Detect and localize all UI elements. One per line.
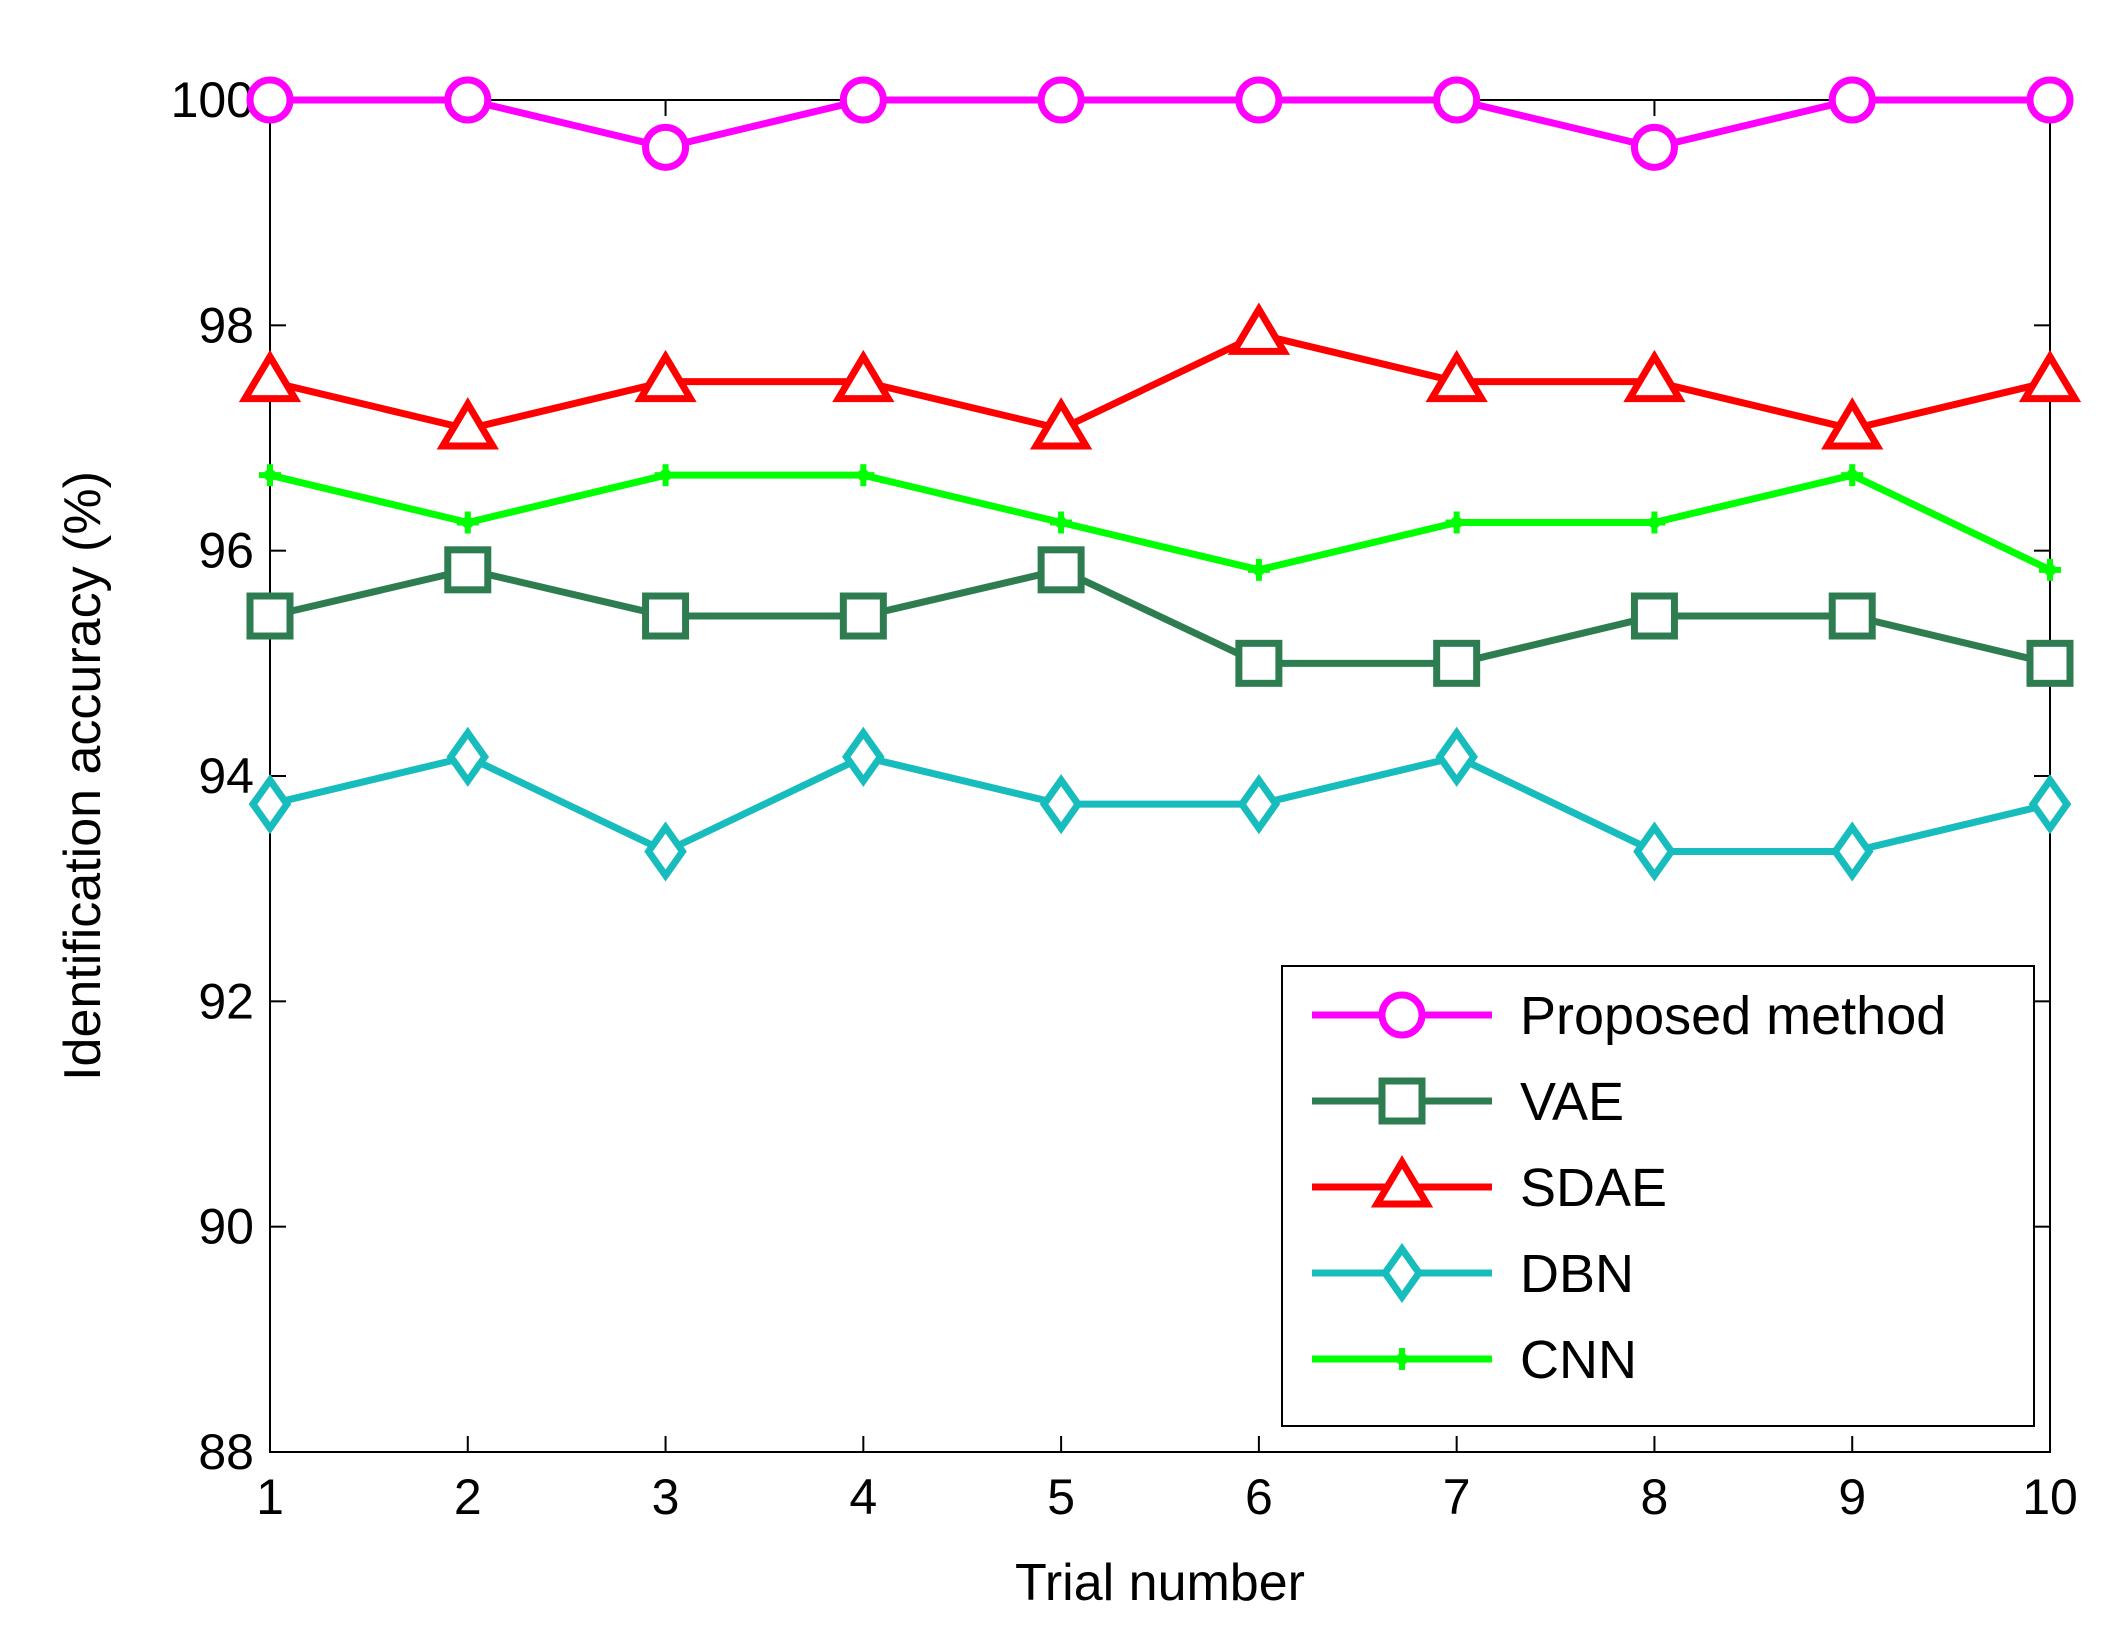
data-point bbox=[1828, 76, 1876, 124]
legend-label: VAE bbox=[1520, 1072, 1624, 1132]
data-point bbox=[2026, 76, 2074, 124]
legend-item: DBN bbox=[1312, 1242, 1634, 1304]
x-tick-label: 4 bbox=[849, 1469, 877, 1525]
legend-marker bbox=[1378, 1077, 1426, 1125]
y-tick-label: 96 bbox=[198, 523, 254, 579]
data-point bbox=[1623, 349, 1686, 403]
data-point bbox=[2039, 558, 2061, 581]
data-point bbox=[654, 464, 677, 487]
legend-item: VAE bbox=[1312, 1072, 1624, 1132]
y-tick-label: 98 bbox=[198, 297, 254, 353]
data-point bbox=[1247, 558, 1270, 581]
data-point bbox=[1630, 123, 1678, 171]
data-point bbox=[1445, 511, 1468, 534]
x-tick-label: 6 bbox=[1245, 1469, 1273, 1525]
data-point bbox=[238, 349, 302, 403]
data-point bbox=[248, 774, 292, 835]
series-line bbox=[269, 566, 2051, 667]
x-tick-label: 8 bbox=[1641, 1469, 1669, 1525]
data-point bbox=[1630, 592, 1678, 640]
y-tick-label: 100 bbox=[171, 72, 254, 128]
data-point bbox=[456, 511, 479, 534]
data-point bbox=[1037, 546, 1085, 594]
x-tick-label: 9 bbox=[1838, 1469, 1866, 1525]
legend-label: CNN bbox=[1520, 1330, 1637, 1390]
x-tick-label: 7 bbox=[1443, 1469, 1471, 1525]
data-point bbox=[1227, 302, 1291, 355]
data-point bbox=[1821, 397, 1884, 450]
data-point bbox=[2018, 349, 2082, 403]
data-point bbox=[642, 123, 690, 171]
data-point bbox=[842, 726, 885, 787]
data-point bbox=[2028, 774, 2072, 835]
data-point bbox=[1050, 511, 1073, 534]
data-point bbox=[644, 821, 687, 882]
legend-label: SDAE bbox=[1520, 1158, 1667, 1218]
data-point bbox=[444, 76, 492, 124]
series-vae bbox=[246, 546, 2074, 687]
y-tick-label: 92 bbox=[198, 973, 254, 1029]
x-tick-label: 10 bbox=[2022, 1469, 2078, 1525]
data-point bbox=[634, 349, 697, 403]
axis-ticks: 1 2 3 4 5 6 7 8 9 10 88 90 92 94 96 98 100 bbox=[171, 72, 2078, 1525]
data-point bbox=[246, 76, 294, 124]
data-point bbox=[1039, 774, 1083, 835]
series-proposed-method bbox=[246, 76, 2074, 171]
data-point bbox=[1643, 511, 1666, 534]
series-sdae bbox=[238, 302, 2082, 450]
x-tick-label: 2 bbox=[454, 1469, 482, 1525]
legend-marker bbox=[1391, 1348, 1413, 1370]
data-point bbox=[1237, 774, 1281, 835]
data-point bbox=[1235, 639, 1283, 687]
series-line bbox=[269, 753, 2051, 855]
data-point bbox=[1841, 464, 1864, 487]
series-line bbox=[270, 96, 2050, 151]
data-point bbox=[259, 464, 281, 487]
data-point bbox=[444, 546, 492, 594]
data-point bbox=[446, 726, 490, 787]
data-point bbox=[1435, 726, 1478, 787]
series-cnn bbox=[259, 464, 2061, 581]
series-line bbox=[269, 330, 2051, 433]
legend-marker bbox=[1370, 1155, 1434, 1208]
legend-item: SDAE bbox=[1312, 1155, 1667, 1218]
legend-marker bbox=[1378, 991, 1426, 1039]
data-point bbox=[1633, 821, 1676, 882]
y-tick-label: 94 bbox=[198, 748, 254, 804]
data-point bbox=[1433, 76, 1481, 124]
data-point bbox=[1425, 349, 1488, 403]
data-point bbox=[839, 592, 887, 640]
legend-label: DBN bbox=[1520, 1244, 1634, 1304]
data-point bbox=[246, 592, 294, 640]
data-point bbox=[2026, 639, 2074, 687]
data-point bbox=[852, 464, 875, 487]
y-axis-label: Identification accuracy (%) bbox=[54, 471, 112, 1081]
legend: Proposed method VAE SDAE DBN CNN bbox=[1281, 965, 2035, 1427]
y-tick-label: 88 bbox=[198, 1424, 254, 1480]
data-point bbox=[1029, 397, 1093, 450]
data-point bbox=[1828, 592, 1876, 640]
series-dbn bbox=[248, 726, 2072, 882]
x-axis-label: Trial number bbox=[1015, 1554, 1305, 1612]
legend-label: Proposed method bbox=[1520, 986, 1946, 1046]
data-point bbox=[839, 76, 887, 124]
data-point bbox=[1433, 639, 1481, 687]
data-point bbox=[1830, 821, 1874, 882]
legend-item: Proposed method bbox=[1312, 986, 1946, 1046]
data-point bbox=[1235, 76, 1283, 124]
data-point bbox=[436, 397, 499, 450]
x-tick-label: 1 bbox=[256, 1469, 284, 1525]
data-point bbox=[642, 592, 690, 640]
x-tick-label: 3 bbox=[652, 1469, 680, 1525]
legend-marker bbox=[1380, 1242, 1424, 1304]
y-tick-label: 90 bbox=[198, 1199, 254, 1255]
data-point bbox=[832, 349, 895, 403]
x-tick-label: 5 bbox=[1047, 1469, 1075, 1525]
series-line bbox=[269, 471, 2052, 574]
data-point bbox=[1037, 76, 1085, 124]
series-layer bbox=[238, 76, 2082, 882]
legend-item: CNN bbox=[1312, 1330, 1637, 1390]
